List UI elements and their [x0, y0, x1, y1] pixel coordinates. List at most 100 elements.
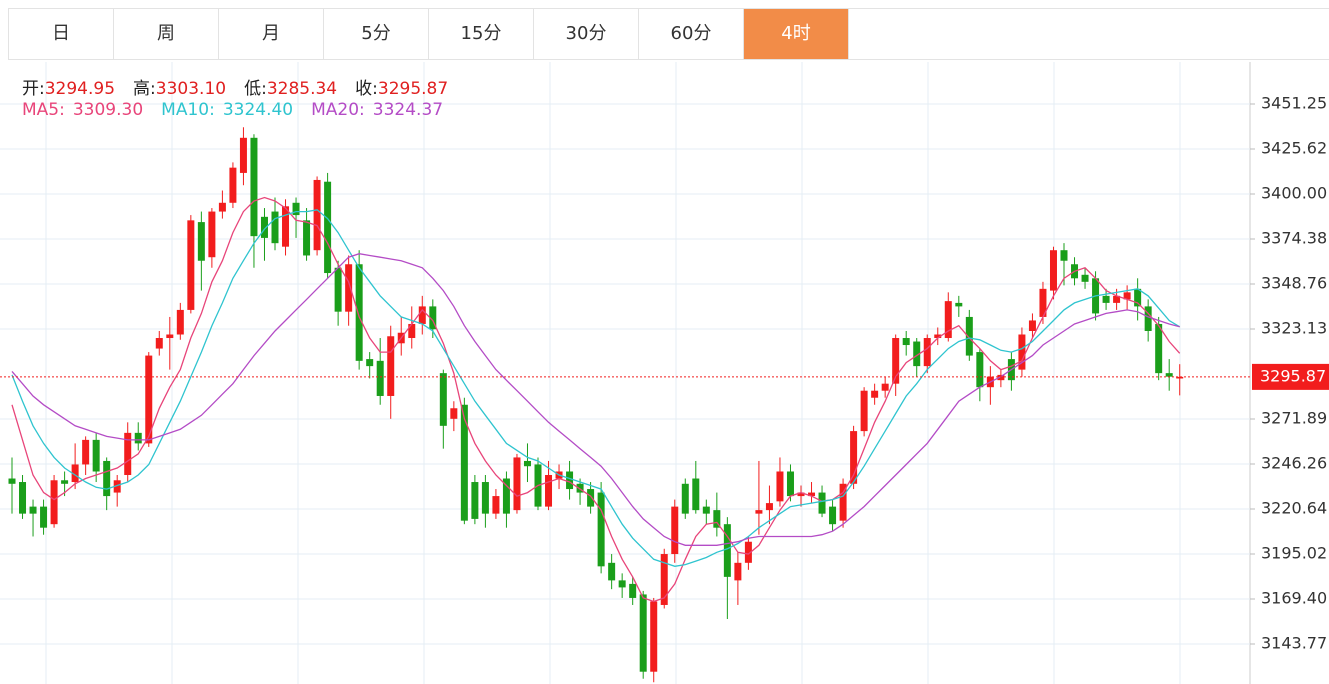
candle-body — [1155, 323, 1163, 374]
candle-body — [166, 334, 174, 339]
candle-body — [471, 482, 479, 519]
legend-name: MA10: — [161, 100, 215, 120]
candle-body — [1113, 295, 1121, 303]
candle-body — [1028, 320, 1036, 331]
candle-body — [29, 506, 37, 514]
candle-body — [40, 506, 48, 528]
y-tick-label: 3169.40 — [1261, 588, 1327, 607]
candle-body — [965, 316, 973, 356]
candle-body — [355, 264, 363, 361]
candle-body — [944, 301, 952, 339]
candle-body — [755, 510, 763, 514]
candle-body — [313, 179, 321, 251]
candle-body — [913, 341, 921, 367]
y-tick-label: 3374.38 — [1261, 228, 1327, 247]
period-tab[interactable]: 4时 — [744, 9, 849, 59]
candle-body — [608, 562, 616, 581]
y-tick-label: 3400.00 — [1261, 184, 1327, 203]
candle-body — [597, 492, 605, 567]
candle-body — [1165, 373, 1173, 377]
ma-line — [11, 209, 1181, 567]
candle-body — [271, 211, 279, 244]
period-tab[interactable]: 月 — [219, 9, 324, 59]
y-tick-label: 3425.62 — [1261, 139, 1327, 158]
candle-body — [502, 478, 510, 514]
candle-body — [829, 506, 837, 525]
candle-body — [460, 404, 468, 521]
legend-value: 3309.30 — [72, 100, 144, 120]
candle-body — [124, 432, 132, 476]
ohlc-value: 3285.34 — [266, 79, 338, 99]
candle-body — [566, 471, 574, 490]
candle-body — [1144, 306, 1152, 331]
candle-body — [902, 338, 910, 346]
ohlc-header: 开:3294.95 高:3303.10 低:3285.34 收:3295.87 — [22, 74, 466, 99]
ohlc-value: 3294.95 — [44, 79, 116, 99]
candle-body — [1039, 288, 1047, 317]
period-tab[interactable]: 15分 — [429, 9, 534, 59]
candle-body — [587, 489, 595, 507]
y-tick-label: 3143.77 — [1261, 634, 1327, 653]
candle-body — [1081, 274, 1089, 282]
ma-header: MA5: 3309.30 MA10: 3324.40 MA20: 3324.37 — [22, 100, 461, 120]
candle-body — [1123, 292, 1131, 300]
candle-body — [1049, 250, 1057, 291]
candle-body — [103, 460, 111, 497]
candle-body — [481, 482, 489, 514]
period-tab[interactable]: 30分 — [534, 9, 639, 59]
candle-body — [850, 431, 858, 484]
candle-body — [997, 374, 1005, 381]
candle-body — [513, 457, 521, 511]
candle-body — [492, 496, 500, 514]
period-tabs: 日周月 5分 15分 30分 60分 4时 — [8, 8, 1329, 60]
candle-body — [1060, 250, 1068, 261]
legend-name: MA20: — [311, 100, 365, 120]
candle-body — [639, 594, 647, 672]
current-price-label: 3295.87 — [1260, 366, 1326, 385]
ma-line — [11, 196, 1181, 603]
period-tab[interactable]: 周 — [114, 9, 219, 59]
candle-body — [324, 181, 332, 274]
candle-body — [292, 202, 300, 216]
period-tab[interactable]: 日 — [9, 9, 114, 59]
candle-body — [871, 390, 879, 398]
candle-body — [197, 222, 205, 261]
ohlc-label: 开: — [22, 79, 45, 99]
candle-body — [839, 483, 847, 521]
ohlc-value: 3295.87 — [377, 79, 449, 99]
candle-body — [176, 309, 184, 335]
candle-body — [429, 306, 437, 330]
candle-body — [618, 580, 626, 588]
candle-body — [681, 483, 689, 514]
candle-body — [8, 478, 16, 484]
candle-body — [860, 390, 868, 432]
candle-body — [229, 167, 237, 203]
y-tick-label: 3246.26 — [1261, 454, 1327, 473]
candle-body — [218, 202, 226, 212]
candle-body — [576, 483, 584, 493]
y-tick-label: 3220.64 — [1261, 499, 1327, 518]
candle-body — [408, 323, 416, 339]
candle-body — [145, 355, 153, 444]
candle-body — [113, 480, 121, 493]
y-tick-label: 3195.02 — [1261, 544, 1327, 563]
candle-body — [1102, 295, 1110, 303]
candle-body — [713, 510, 721, 528]
y-tick-label: 3348.76 — [1261, 273, 1327, 292]
candle-body — [345, 264, 353, 312]
candle-body — [187, 220, 195, 310]
period-tab[interactable]: 60分 — [639, 9, 744, 59]
y-tick-label: 3323.13 — [1261, 319, 1327, 338]
period-tab[interactable]: 5分 — [324, 9, 429, 59]
candle-body — [450, 408, 458, 419]
candle-body — [881, 383, 889, 391]
candle-body — [282, 206, 290, 247]
candle-body — [366, 359, 374, 367]
candle-body — [786, 471, 794, 497]
candle-body — [923, 338, 931, 367]
candle-body — [545, 475, 553, 507]
ohlc-label: 高: — [133, 79, 156, 99]
candle-body — [250, 137, 258, 237]
